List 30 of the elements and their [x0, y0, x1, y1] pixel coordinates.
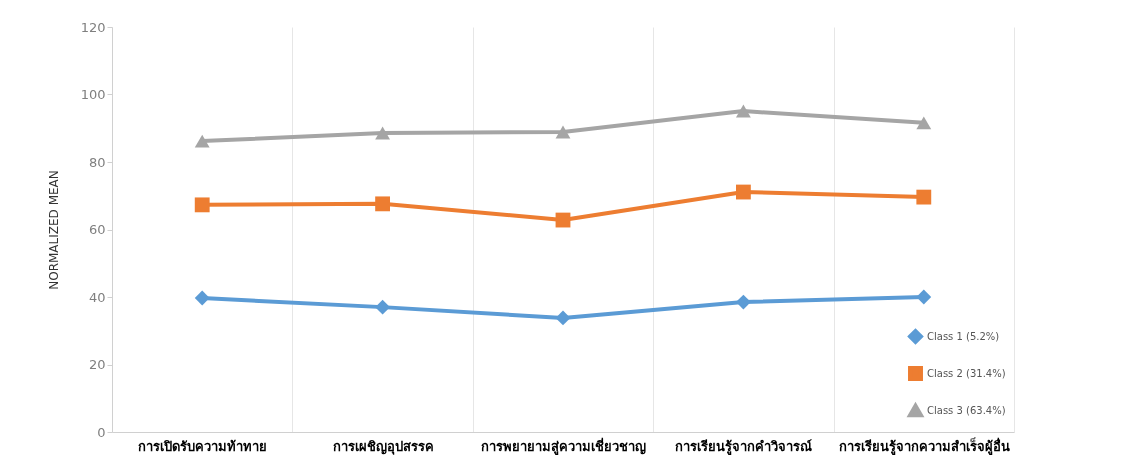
x-tick-label: การเปิดรับความท้าทาย: [138, 438, 268, 454]
y-axis-title: NORMALIZED MEAN: [46, 170, 61, 290]
y-tick-label: 60: [88, 222, 106, 237]
point: [375, 126, 391, 140]
legend-label: Class 2 (31.4%): [927, 367, 1006, 379]
point: [555, 125, 571, 139]
y-tick-label: 100: [80, 87, 106, 102]
x-tick-label: การเรียนรู้จากความสำเร็จผู้อื่น: [838, 436, 1010, 455]
point: [735, 184, 751, 200]
y-tick-label: 40: [88, 289, 106, 305]
point: [375, 196, 391, 212]
y-tick-label: 120: [80, 19, 106, 35]
x-tick-label: การพยายามสู่ความเชี่ยวชาญ: [481, 436, 646, 455]
legend-label: Class 3 (63.4%): [927, 404, 1006, 416]
y-tick-label: 80: [88, 154, 106, 170]
x-tick-label: การเผชิญอุปสรรค: [332, 438, 434, 455]
point: [735, 294, 751, 310]
point: [735, 104, 751, 118]
y-tick-label: 20: [88, 357, 106, 372]
point: [194, 197, 210, 213]
point: [916, 289, 932, 305]
y-tick-label: 0: [97, 424, 106, 440]
point: [916, 189, 932, 205]
point: [375, 299, 391, 315]
point: [916, 116, 932, 130]
legend-label: Class 1 (5.2%): [927, 330, 1000, 342]
point: [555, 310, 571, 326]
point: [194, 290, 210, 306]
point: [194, 134, 210, 148]
x-tick-label: การเรียนรู้จากคำวิจารณ์: [675, 438, 813, 455]
